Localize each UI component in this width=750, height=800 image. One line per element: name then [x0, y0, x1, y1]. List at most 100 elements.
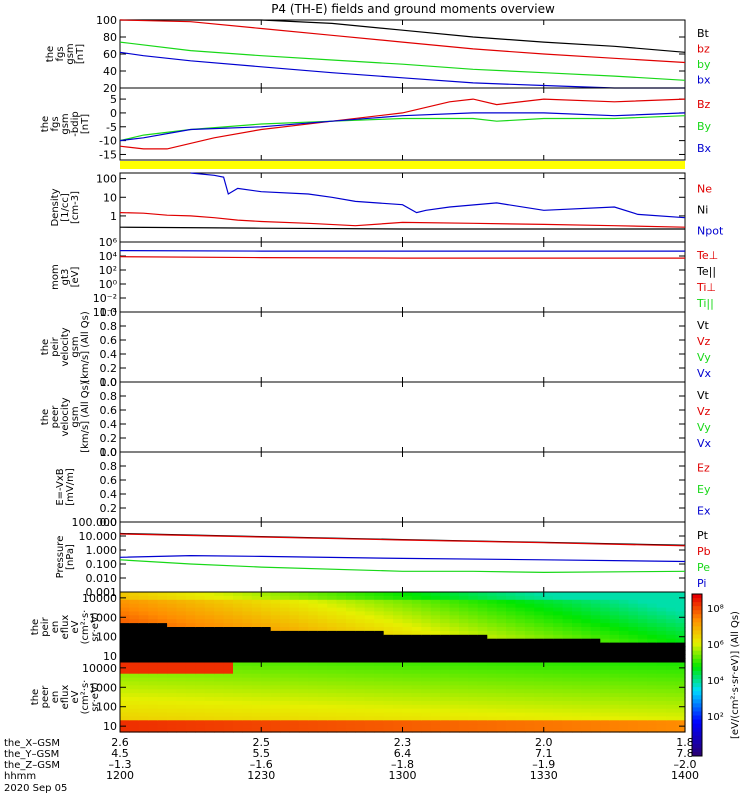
spectrogram-cell: [346, 716, 356, 721]
spectrogram-cell: [336, 681, 347, 686]
spectrogram-cell: [138, 630, 149, 636]
spectrogram-cell: [637, 615, 648, 620]
spectrogram-cell: [459, 716, 469, 721]
spectrogram-cell: [609, 599, 620, 605]
spectrogram-cell: [647, 728, 658, 733]
spectrogram-cell: [317, 627, 328, 632]
spectrogram-cell: [562, 669, 573, 675]
x-row-value: 1400: [671, 769, 699, 782]
spectrogram-cell: [562, 693, 573, 698]
spectrogram-cell: [656, 623, 667, 628]
spectrogram-cell: [543, 673, 554, 679]
spectrogram-cell: [628, 712, 639, 718]
spectrogram-cell: [524, 619, 535, 624]
spectrogram-cell: [421, 673, 432, 679]
spectrogram-cell: [515, 681, 526, 686]
spectrogram-cell: [336, 650, 347, 655]
spectrogram-cell: [590, 669, 601, 675]
spectrogram-cell: [129, 603, 140, 609]
spectrogram-cell: [534, 650, 545, 655]
spectrogram-cell: [336, 658, 347, 663]
spectrogram-cell: [129, 646, 140, 651]
spectrogram-cell: [496, 712, 507, 718]
spectrogram-cell: [600, 708, 611, 714]
spectrogram-cell: [440, 716, 451, 721]
spectrogram-cell: [289, 603, 300, 609]
spectrogram-cell: [223, 634, 234, 640]
spectrogram-cell: [402, 665, 413, 671]
spectrogram-cell: [308, 665, 319, 671]
y-tick-label: 60: [103, 48, 117, 61]
legend-Pe: Pe: [697, 561, 710, 574]
spectrogram-cell: [223, 595, 234, 601]
spectrogram-cell: [524, 704, 535, 710]
spectrogram-cell: [280, 603, 291, 609]
colorbar-step: [692, 679, 702, 684]
spectrogram-cell: [280, 669, 291, 675]
spectrogram-cell: [449, 592, 460, 597]
spectrogram-cell: [317, 599, 328, 605]
y-tick-label: 0.4: [100, 418, 118, 431]
spectrogram-cell: [129, 677, 140, 683]
spectrogram-cell: [298, 599, 309, 605]
spectrogram-cell: [157, 619, 168, 624]
spectrogram-cell: [298, 654, 309, 659]
spectrogram-cell: [506, 654, 517, 659]
spectrogram-cell: [176, 646, 187, 651]
spectrogram-cell: [421, 607, 432, 613]
spectrogram-cell: [543, 592, 554, 597]
spectrogram-cell: [468, 712, 479, 718]
colorbar-frame: [691, 593, 703, 757]
spectrogram-cell: [553, 681, 564, 686]
spectrogram-cell: [261, 619, 272, 624]
spectrogram-cell: [204, 724, 215, 729]
spectrogram-cell: [327, 607, 338, 613]
spectrogram-cell: [553, 677, 564, 683]
spectrogram-cell: [346, 634, 356, 640]
spectrogram-cell: [214, 646, 225, 651]
spectrogram-cell: [148, 619, 159, 624]
spectrogram-cell: [308, 638, 319, 644]
spectrogram-cell: [327, 646, 338, 651]
spectrogram-cell: [317, 592, 328, 597]
spectrogram-cell: [562, 592, 573, 597]
spectrogram-cell: [233, 654, 243, 659]
spectrogram-cell: [487, 708, 498, 714]
spectrogram-cell: [327, 595, 338, 601]
spectrogram-cell: [675, 720, 686, 725]
spectrogram-cell: [364, 708, 375, 714]
spectrogram-cell: [487, 595, 498, 601]
spectrogram-cell: [355, 704, 366, 710]
spectrogram-cell: [430, 665, 441, 671]
spectrogram-cell: [506, 704, 517, 710]
spectrogram-cell: [411, 592, 422, 597]
spectrogram-cell: [619, 615, 630, 620]
spectrogram-cell: [195, 615, 206, 620]
spectrogram-cell: [167, 677, 178, 683]
spectrogram-cell: [506, 712, 517, 718]
spectrogram-cell: [449, 599, 460, 605]
colorbar-tick: 10⁴: [707, 676, 724, 687]
spectrogram-cell: [628, 720, 639, 725]
spectrogram-cell: [656, 658, 667, 663]
spectrogram-cell: [308, 673, 319, 679]
spectrogram-cell: [129, 638, 140, 644]
spectrogram-cell: [214, 712, 225, 718]
spectrogram-cell: [572, 650, 582, 655]
spectrogram-cell: [167, 689, 178, 694]
spectrogram-cell: [609, 708, 620, 714]
spectrogram-cell: [270, 611, 281, 616]
spectrogram-cell: [647, 700, 658, 706]
legend-Te⊥: Te⊥: [696, 249, 718, 262]
spectrogram-cell: [355, 650, 366, 655]
spectrogram-cell: [280, 697, 291, 702]
spectrogram-cell: [261, 693, 272, 698]
colorbar-step: [692, 610, 702, 615]
spectrogram-cell: [647, 704, 658, 710]
spectrogram-cell: [524, 630, 535, 636]
spectrogram-cell: [411, 693, 422, 698]
spectrogram-cell: [581, 708, 592, 714]
spectrogram-cell: [138, 685, 149, 690]
spectrogram-cell: [251, 650, 262, 655]
spectrogram-cell: [233, 681, 243, 686]
